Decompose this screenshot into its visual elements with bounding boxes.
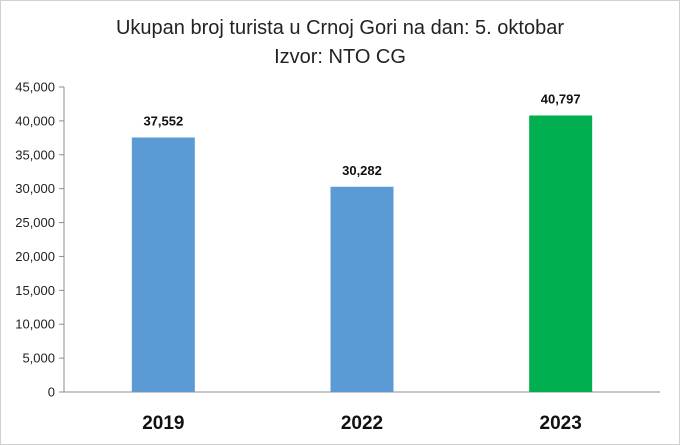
x-category-label-2023: 2023: [540, 413, 582, 434]
y-tick-label: 30,000: [15, 181, 55, 196]
data-label-2022: 30,282: [342, 163, 382, 178]
y-tick-label: 10,000: [15, 317, 55, 332]
data-label-2019: 37,552: [143, 113, 183, 128]
y-tick-label: 20,000: [15, 249, 55, 264]
chart-subtitle: Izvor: NTO CG: [274, 46, 406, 68]
bar-2023: [529, 115, 593, 392]
chart-title: Ukupan broj turista u Crnoj Gori na dan:…: [115, 17, 565, 39]
y-tick-label: 35,000: [15, 147, 55, 162]
data-label-2023: 40,797: [541, 91, 581, 106]
bar-2019: [131, 137, 195, 392]
x-category-label-2019: 2019: [142, 413, 184, 434]
y-tick-label: 25,000: [15, 215, 55, 230]
y-tick-label: 45,000: [15, 80, 55, 95]
y-tick-label: 0: [48, 385, 55, 400]
x-category-label-2022: 2022: [341, 413, 383, 434]
bar-2022: [330, 186, 394, 392]
y-tick-label: 15,000: [15, 283, 55, 298]
y-tick-label: 5,000: [22, 351, 55, 366]
y-tick-label: 40,000: [15, 113, 55, 128]
